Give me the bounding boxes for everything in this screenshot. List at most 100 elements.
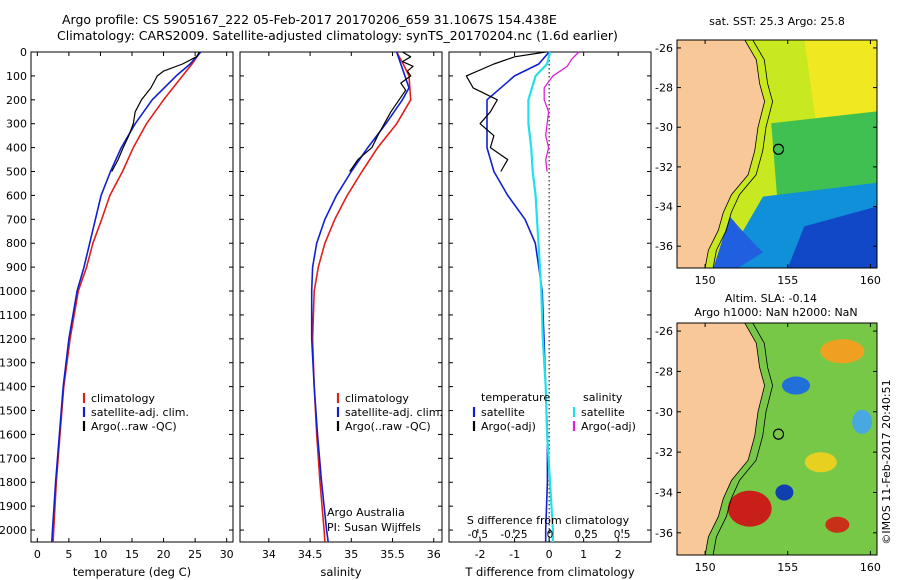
diff-s-tick-label: 0.5 [614,529,631,541]
depth-tick-label: 500 [6,166,27,179]
depth-tick-label: 100 [6,70,27,83]
temp-x-tick-label: 20 [157,548,171,561]
sla-map [676,322,878,556]
sal-xlabel: salinity [320,565,361,579]
temp-x-tick-label: 0 [34,548,41,561]
figure-title-line1: Argo profile: CS 5905167_222 05-Feb-2017… [62,12,557,27]
depth-tick-label: 400 [6,142,27,155]
diff-t-argo-line [465,51,546,172]
sla-high-strong [727,490,772,527]
sal-x-tick-label: 34 [262,548,276,561]
sal-climatology-line [311,51,412,543]
temp-legend-label: climatology [91,392,155,405]
lat-tick-label: -26 [655,42,673,55]
argo-note-1: Argo Australia [327,506,405,519]
lat-tick-label: -32 [655,446,673,459]
depth-tick-label: 1800 [0,476,27,489]
lon-tick-label: 160 [860,274,881,287]
sla-low [852,409,873,434]
sst-map-title: sat. SST: 25.3 Argo: 25.8 [709,15,845,28]
temp-satellite-line [51,51,202,543]
diff-t-satellite-line [486,51,550,542]
sla-map-title-2: Argo h1000: NaN h2000: NaN [694,306,857,319]
sst-cold-patch [787,206,877,268]
plot-frame-sal [239,51,443,543]
depth-tick-label: 1100 [0,309,27,322]
sla-high [804,452,837,473]
lat-tick-label: -34 [655,486,673,499]
diff-legend-sal-label: Argo(-adj) [581,420,636,433]
diff-s-tick-label: 0.25 [574,529,597,541]
lat-tick-label: -30 [655,121,673,134]
lat-tick-label: -32 [655,161,673,174]
sla-map-title-1: Altim. SLA: -0.14 [725,292,817,305]
sal-argo-line [349,51,414,172]
diff-s-tick-label: -0.25 [500,529,527,541]
lat-tick-label: -36 [655,527,673,540]
diff-s-satellite-line [527,51,555,542]
lat-tick-label: -30 [655,406,673,419]
shelf-contour [712,323,774,555]
temp-argo-line [111,51,201,172]
depth-tick-label: 2000 [0,524,27,537]
figure-title-line2: Climatology: CARS2009. Satellite-adjuste… [57,28,618,43]
diff-x-tick-label: -1 [509,548,520,561]
diff-legend-temp-label: satellite [481,406,525,419]
diff-s-tick-label: -0.5 [468,529,489,541]
sst-map [676,39,878,269]
sla-high [820,339,865,364]
diff-x-tick-label: 0 [546,548,553,561]
temp-climatology-line [52,51,201,543]
depth-tick-label: 1700 [0,452,27,465]
sst-coastal-patch [713,216,763,268]
diff-s-tick-label: 0 [547,529,554,541]
depth-tick-label: 1900 [0,500,27,513]
sal-x-tick-label: 36 [427,548,441,561]
diff-legend-sal-label: satellite [581,406,625,419]
depth-tick-label: 900 [6,261,27,274]
lon-tick-label: 160 [860,561,881,574]
lat-tick-label: -36 [655,240,673,253]
sal-legend-label: satellite-adj. clim. [345,406,443,419]
depth-tick-label: 300 [6,118,27,131]
depth-tick-label: 200 [6,94,27,107]
diff-legend-temp-head: temperature [481,391,550,404]
argo-note-2: PI: Susan Wijffels [327,521,421,534]
temp-x-tick-label: 25 [188,548,202,561]
lat-tick-label: -34 [655,201,673,214]
depth-tick-label: 800 [6,237,27,250]
temp-x-tick-label: 10 [93,548,107,561]
diff-s-axis-label: S difference from climatology [467,514,630,527]
temp-xlabel: temperature (deg C) [73,565,191,579]
depth-tick-label: 1400 [0,381,27,394]
land [677,40,766,268]
sal-legend-label: Argo(..raw -QC) [345,420,431,433]
temp-legend-label: Argo(..raw -QC) [91,420,177,433]
depth-tick-label: 700 [6,213,27,226]
lat-tick-label: -26 [655,325,673,338]
temp-x-tick-label: 5 [65,548,72,561]
diff-x-tick-label: -2 [475,548,486,561]
sla-low [782,376,811,395]
depth-tick-label: 1200 [0,333,27,346]
land [677,323,766,555]
imos-credit: ©IMOS 11-Feb-2017 20:40:51 [880,379,893,544]
sal-x-tick-label: 35 [344,548,358,561]
lon-tick-label: 155 [777,561,798,574]
argo-float-marker [772,428,785,440]
sst-map-frame [676,39,878,269]
diff-s-argo-line [543,51,580,172]
sla-map-frame [676,322,878,556]
lon-tick-label: 150 [695,561,716,574]
depth-tick-label: 1500 [0,405,27,418]
sal-legend-label: climatology [345,392,409,405]
lon-tick-label: 150 [695,274,716,287]
argo-float-marker [772,143,785,155]
diff-x-tick-label: 2 [615,548,622,561]
diff-x-tick-label: 1 [580,548,587,561]
diff-legend-temp-label: Argo(-adj) [481,420,536,433]
lat-tick-label: -28 [655,365,673,378]
temp-x-tick-label: 30 [220,548,234,561]
temp-legend-label: satellite-adj. clim. [91,406,189,419]
depth-tick-label: 1000 [0,285,27,298]
